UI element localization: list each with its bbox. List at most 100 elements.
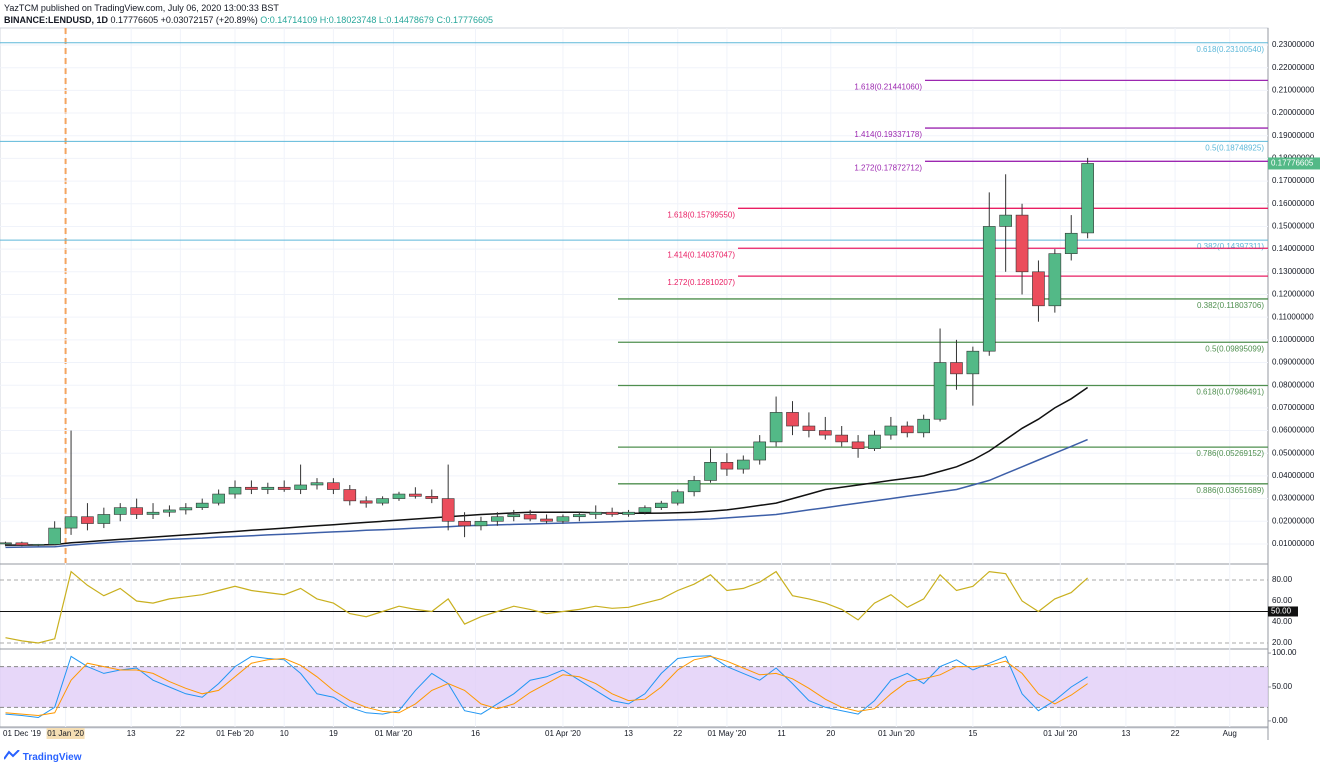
- x-tick-label: 01 Mar '20: [375, 729, 413, 738]
- fib-label: 0.382(0.14397311): [1197, 242, 1264, 251]
- candle-body: [48, 527, 61, 545]
- rsi-line: [5, 570, 1089, 644]
- x-tick-label: 22: [673, 729, 682, 738]
- x-tick-label: 01 Apr '20: [545, 729, 581, 738]
- x-tick-label: 11: [777, 729, 786, 738]
- candle-body: [392, 493, 406, 499]
- x-tick-label: 15: [968, 729, 977, 738]
- candle-body: [97, 514, 111, 524]
- y-tick-label: 0.16000000: [1272, 199, 1315, 208]
- x-tick-label: 13: [624, 729, 633, 738]
- ohlc-close: C:0.17776605: [436, 15, 494, 25]
- candle-body: [605, 511, 619, 515]
- candle-body: [704, 462, 717, 481]
- candle-body: [0, 542, 12, 545]
- stoch-tick-label: 0.00: [1272, 716, 1288, 725]
- stoch-tick-label: 50.00: [1272, 682, 1293, 691]
- x-tick-label: 10: [280, 729, 289, 738]
- ohlc-low: L:0.14478679: [378, 15, 434, 25]
- y-tick-label: 0.06000000: [1272, 426, 1315, 435]
- ohlc-high: H:0.18023748: [319, 15, 377, 25]
- x-tick-label: 01 Jul '20: [1043, 729, 1078, 738]
- symbol-line: BINANCE:LENDUSD, 1D 0.17776605 +0.030721…: [4, 15, 493, 25]
- chart: 01 Dec '19 01 Jan '20 13 22 01 Feb '20 10 19 01…: [0, 27, 1320, 740]
- candle-body: [64, 516, 78, 529]
- candle-body: [933, 362, 947, 420]
- candle-body: [261, 486, 275, 490]
- y-tick-label: 0.23000000: [1272, 40, 1315, 49]
- candle-body: [245, 486, 258, 490]
- candle-body: [327, 482, 340, 490]
- rsi-tick-label: 60.00: [1272, 596, 1293, 605]
- moving-average: [5, 438, 1088, 549]
- candle-body: [491, 516, 504, 522]
- fib-label: 0.618(0.07986491): [1196, 388, 1264, 397]
- candle-body: [720, 462, 734, 470]
- candle-body: [556, 516, 570, 522]
- x-tick-label: 01 Jun '20: [878, 729, 915, 738]
- candle-body: [786, 412, 799, 427]
- x-tick-highlight: [46, 728, 85, 739]
- candle-body: [622, 511, 635, 515]
- candle-body: [1081, 163, 1094, 234]
- fib-label: 0.5(0.18748925): [1205, 144, 1264, 153]
- candle-body: [81, 516, 94, 524]
- fib-label: 1.618(0.15799550): [667, 210, 735, 219]
- candle-body: [1064, 232, 1078, 254]
- candle-body: [818, 430, 832, 436]
- candle-body: [507, 514, 521, 518]
- candle-body: [1032, 271, 1045, 307]
- x-tick-label: 22: [176, 729, 185, 738]
- stoch-band: [0, 666, 1268, 708]
- candle-body: [900, 425, 914, 434]
- x-tick-label: Aug: [1223, 729, 1237, 738]
- y-tick-label: 0.03000000: [1272, 494, 1315, 503]
- y-tick-label: 0.19000000: [1272, 131, 1315, 140]
- y-tick-label: 0.21000000: [1272, 85, 1315, 94]
- y-tick-label: 0.13000000: [1272, 267, 1315, 276]
- y-tick-label: 0.07000000: [1272, 403, 1315, 412]
- x-tick-label: 13: [127, 729, 136, 738]
- candle-body: [687, 480, 701, 493]
- candle-body: [982, 226, 996, 352]
- brand-icon: [3, 749, 20, 760]
- rsi-tick-label: 40.00: [1272, 617, 1293, 626]
- stoch-tick-label: 100.00: [1272, 648, 1297, 657]
- x-tick-label: 01 Jan '20: [47, 729, 84, 738]
- brand: TradingView: [3, 749, 82, 763]
- last-price-tag: [1268, 157, 1320, 170]
- candle-body: [474, 520, 488, 527]
- x-tick-label: 13: [1121, 729, 1130, 738]
- stoch-line: [5, 655, 1088, 719]
- candle-body: [671, 491, 685, 504]
- candle-body: [1048, 253, 1062, 307]
- fib-label: 0.886(0.03651689): [1196, 486, 1264, 495]
- candle-body: [310, 482, 324, 486]
- rsi-tick-label: 80.00: [1272, 575, 1293, 584]
- y-tick-label: 0.22000000: [1272, 63, 1315, 72]
- candle-body: [884, 425, 898, 436]
- candle-body: [212, 493, 225, 504]
- candle-body: [376, 498, 389, 504]
- fib-label: 1.272(0.17872712): [854, 163, 922, 172]
- moving-average: [5, 386, 1089, 546]
- candle-body: [638, 507, 652, 513]
- fib-label: 1.618(0.21441060): [854, 82, 922, 91]
- rsi-tick-label: 20.00: [1272, 638, 1293, 647]
- candle-body: [228, 486, 242, 495]
- fib-label: 1.272(0.12810207): [667, 278, 735, 287]
- candle-body: [146, 511, 160, 515]
- candle-body: [458, 520, 471, 527]
- candle-body: [359, 500, 373, 504]
- y-tick-label: 0.12000000: [1272, 290, 1315, 299]
- fib-label: 1.414(0.19337178): [854, 130, 922, 139]
- y-tick-label: 0.11000000: [1272, 312, 1314, 321]
- candle-body: [113, 507, 127, 515]
- y-tick-label: 0.15000000: [1272, 222, 1315, 231]
- last-price-label: 0.17776605: [1271, 159, 1314, 168]
- candle-body: [589, 511, 603, 515]
- ohlc-open: O:0.14714109: [260, 15, 318, 25]
- candle-body: [130, 507, 143, 515]
- candle-body: [31, 544, 45, 546]
